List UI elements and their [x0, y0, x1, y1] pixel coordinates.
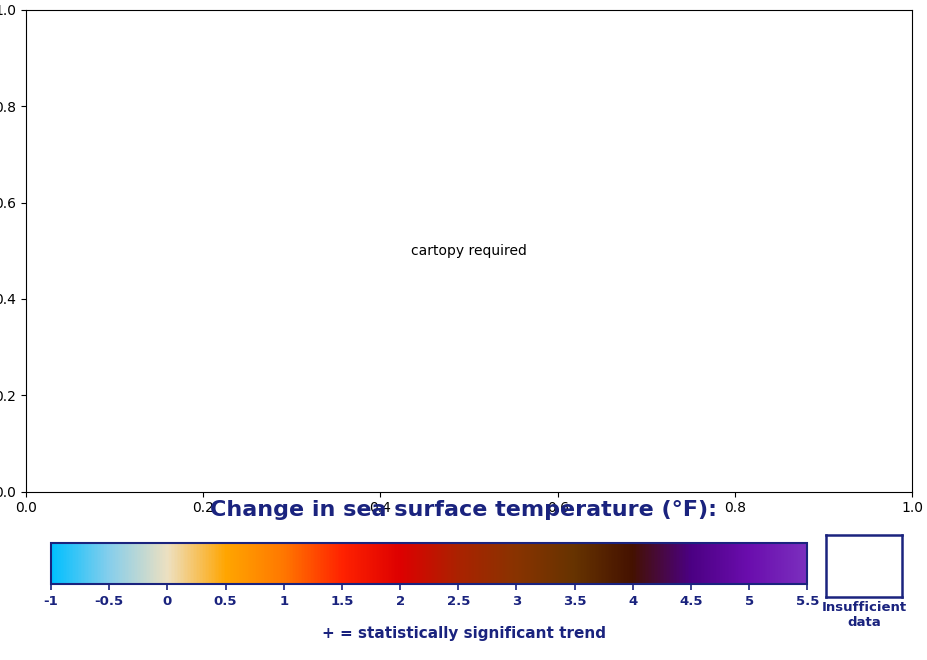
Text: cartopy required: cartopy required — [411, 244, 527, 258]
Text: Change in sea surface temperature (°F):: Change in sea surface temperature (°F): — [210, 500, 717, 519]
Text: + = statistically significant trend: + = statistically significant trend — [322, 626, 605, 641]
Text: Insufficient
data: Insufficient data — [820, 601, 906, 628]
